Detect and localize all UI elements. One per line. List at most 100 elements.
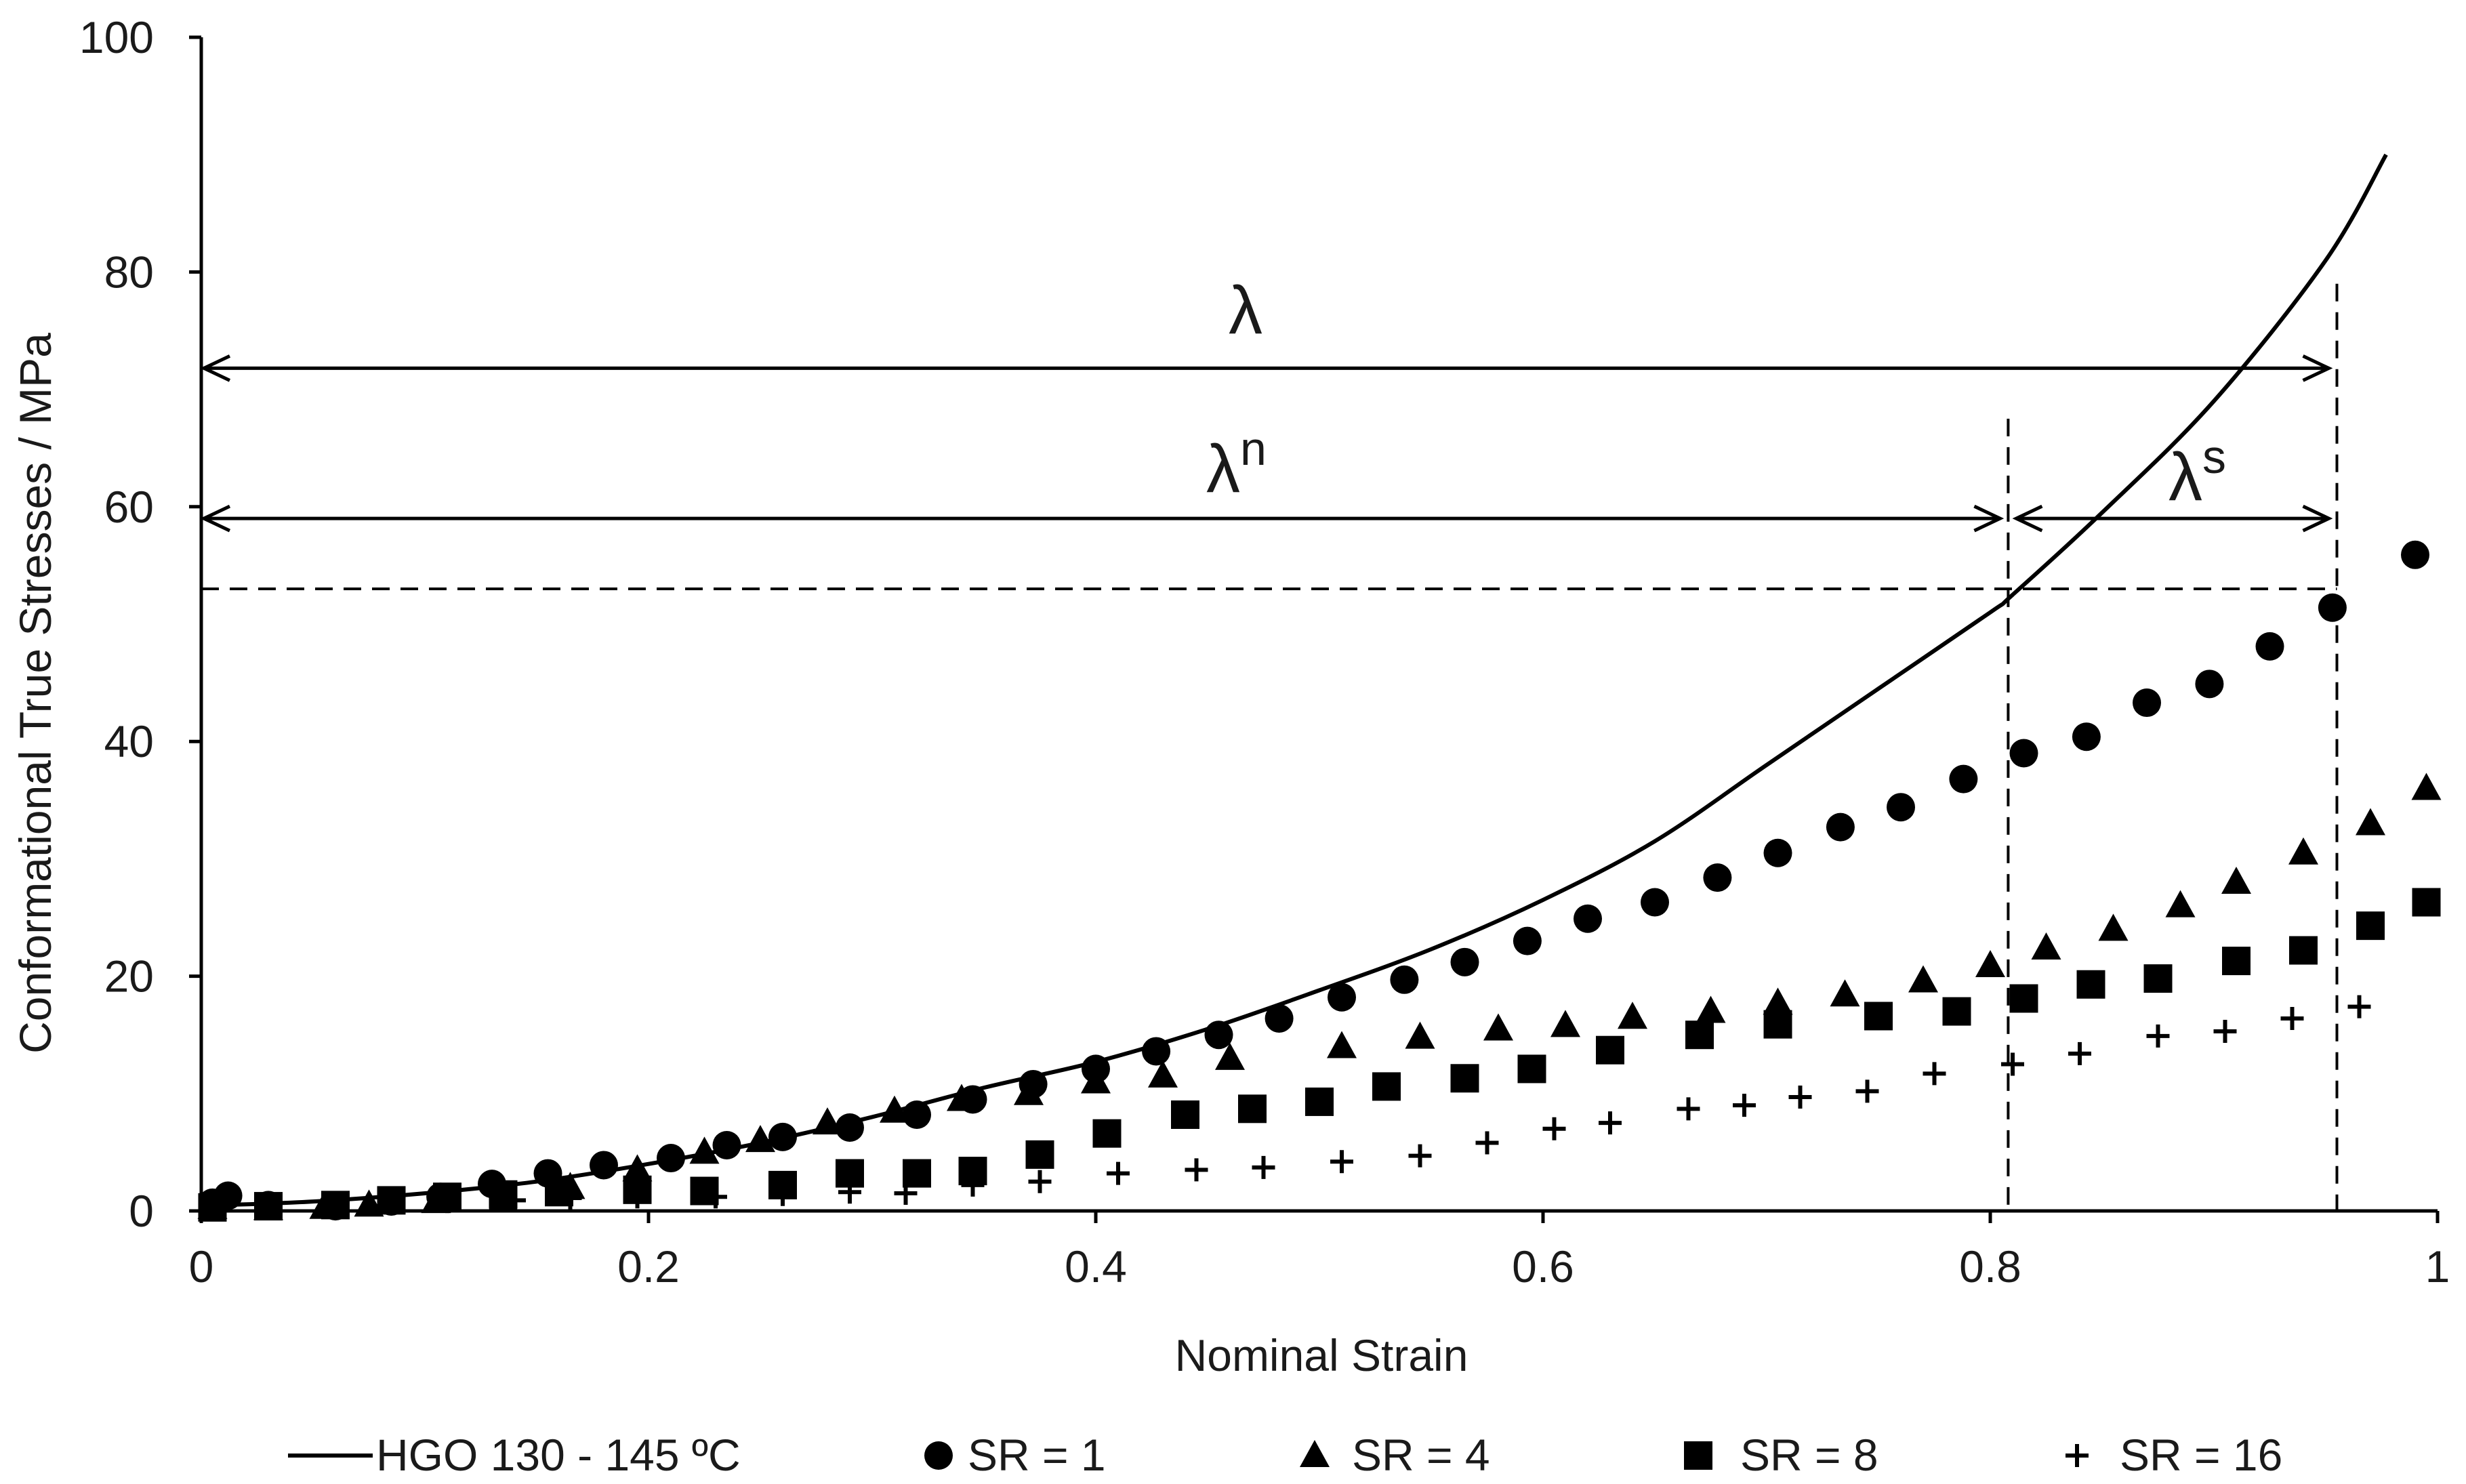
x-tick-label: 0.6 [1512,1241,1574,1292]
point-sr4 [2288,837,2318,865]
point-sr16 [379,1191,403,1214]
series-4 [201,995,2371,1220]
lambda-label: λ [1229,272,1262,348]
legend-label-sr1: SR = 1 [968,1430,1106,1480]
lambda-arrow-head-left [200,354,231,382]
x-tick-label: 0.2 [617,1241,680,1292]
point-sr16 [2001,1052,2024,1076]
point-sr8 [2289,936,2318,965]
point-sr1 [2255,632,2284,661]
point-sr16 [1330,1150,1353,1174]
point-sr16 [1107,1161,1130,1185]
point-sr4 [1908,965,1938,993]
point-sr8 [1025,1140,1054,1169]
point-sr4 [1483,1013,1513,1041]
point-sr8 [1942,997,1971,1026]
y-tick-label: 20 [104,951,154,1002]
point-sr4 [689,1136,720,1164]
point-sr16 [2213,1020,2237,1043]
point-sr16 [838,1180,861,1204]
legend-marker-sr4 [1300,1440,1330,1467]
point-sr8 [1685,1021,1714,1050]
point-sr1 [2133,688,2161,718]
point-sr16 [1028,1170,1052,1193]
point-sr8 [1238,1094,1267,1124]
x-axis-title: Nominal Strain [1175,1330,1468,1380]
point-sr4 [1014,1077,1044,1105]
point-sr1 [1641,888,1669,917]
point-sr1 [2072,722,2101,751]
point-sr8 [2356,911,2385,941]
point-sr8 [1517,1054,1546,1084]
point-sr16 [1599,1111,1622,1135]
x-tick-label: 0.8 [1959,1241,2021,1292]
point-sr16 [1855,1079,1879,1103]
point-sr1 [590,1151,618,1180]
point-sr16 [1788,1086,1812,1109]
point-sr4 [354,1189,384,1217]
point-sr4 [1215,1042,1245,1070]
lambda-arrow-head-right [2302,354,2333,382]
y-axis-title: Conformational True Stresses / MPa [10,333,60,1054]
y-tick-label: 0 [129,1186,154,1236]
point-sr4 [2165,890,2196,918]
point-sr4 [2098,913,2129,941]
ticks: 0 20 40 60 80 100 0 0.2 0.4 0.6 0.8 1 [79,12,2450,1292]
point-sr1 [1142,1037,1171,1066]
point-sr16 [1475,1131,1499,1155]
lambda-n-sup: n [1240,422,1267,475]
legend-label-sr8: SR = 8 [1740,1430,1878,1480]
point-sr8 [1450,1064,1479,1093]
series [197,153,2442,1222]
point-sr1 [1513,926,1542,955]
point-sr8 [1596,1035,1624,1065]
lambda-n-label: λn [1206,422,1267,507]
point-sr4 [1327,1031,1357,1058]
lambda-s-arrow-head-left [2012,504,2043,533]
point-sr16 [771,1182,794,1206]
legend-label-hgo: HGO 130 - 145 ºC [376,1430,741,1480]
point-sr4 [1975,950,2005,978]
point-sr16 [1733,1094,1756,1117]
x-tick-label: 0 [189,1241,214,1292]
legend-marker-sr8 [1684,1441,1712,1470]
point-sr4 [2411,772,2442,800]
point-sr8 [1372,1072,1401,1101]
point-sr4 [745,1125,775,1153]
point-sr16 [1408,1144,1432,1168]
lambda-s-sup: s [2202,430,2226,483]
legend-label-sr16: SR = 16 [2120,1430,2282,1480]
point-sr16 [704,1185,727,1209]
point-sr16 [503,1189,526,1212]
lambda-n-arrow-head-right [1973,504,2005,533]
point-sr16 [2068,1042,2091,1065]
lambda-s-arrow-head-right [2302,504,2333,533]
point-sr4 [1405,1021,1435,1049]
point-sr4 [1763,987,1793,1015]
x-tick-label: 0.4 [1065,1241,1127,1292]
y-tick-label: 60 [104,482,154,532]
point-sr16 [894,1182,918,1205]
series-1 [198,540,2429,1221]
point-sr1 [1949,764,1978,793]
point-sr1 [2318,593,2347,622]
point-sr1 [903,1100,931,1129]
point-sr1 [1450,947,1479,976]
annotations [200,283,2339,1211]
point-sr8 [2412,888,2441,917]
lambda-s-label: λs [2169,430,2226,515]
point-sr8 [1092,1119,1122,1148]
point-sr1 [657,1144,685,1173]
point-sr4 [2031,932,2061,960]
lambda-n-arrow [200,504,2005,533]
legend: HGO 130 - 145 ºC SR = 1 SR = 4 SR = 8 SR… [288,1430,2282,1480]
y-tick-label: 100 [79,12,154,62]
point-sr1 [1574,904,1602,933]
point-sr8 [1171,1100,1199,1129]
point-sr16 [1677,1097,1700,1121]
point-sr1 [768,1122,797,1151]
lambda-s-arrow [2012,504,2333,533]
point-sr8 [1763,1010,1792,1039]
point-sr16 [1252,1155,1275,1179]
